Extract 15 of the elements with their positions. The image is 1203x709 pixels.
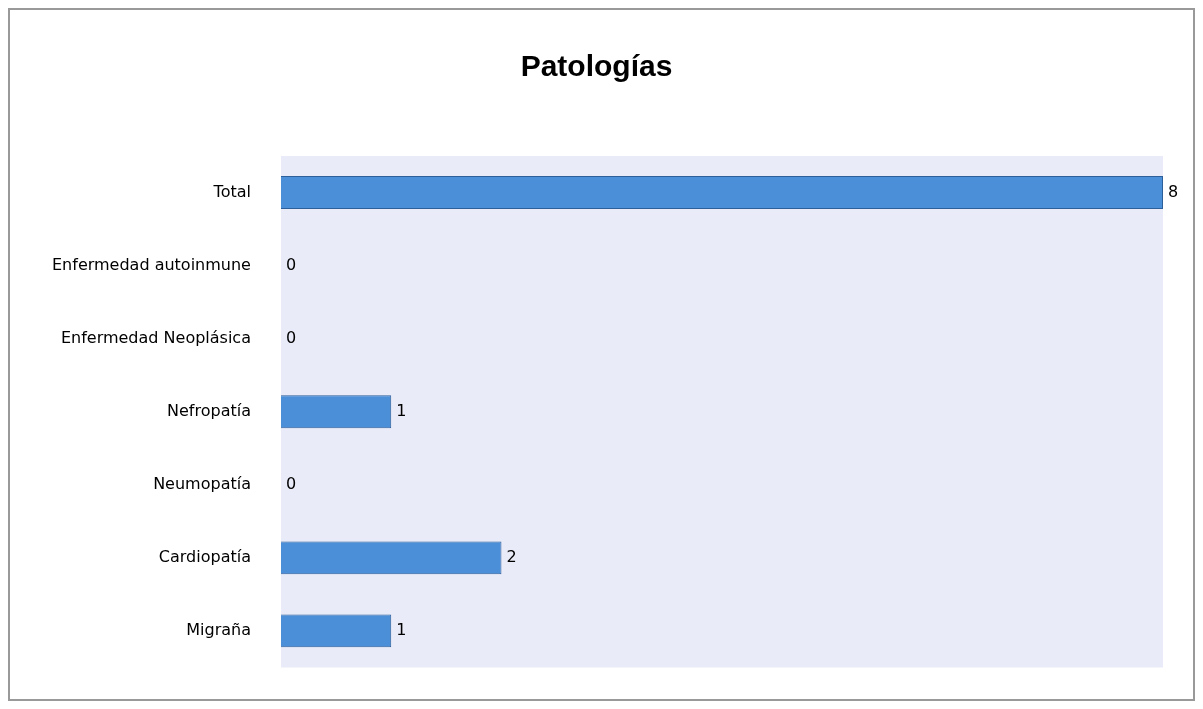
- y-tick-label: Enfermedad Neoplásica: [60, 327, 251, 347]
- y-tick-label: Cardiopatía: [158, 546, 251, 566]
- data-label: 0: [285, 327, 297, 347]
- y-tick-label: Neumopatía: [153, 473, 251, 493]
- data-label: 0: [285, 254, 297, 274]
- data-label: 2: [506, 546, 517, 566]
- data-label: 0: [285, 473, 297, 493]
- y-tick-label: Nefropatía: [167, 400, 251, 420]
- data-label: 1: [396, 400, 407, 420]
- y-tick-label: Total: [212, 181, 251, 201]
- data-label: 8: [1168, 181, 1179, 201]
- data-label: 1: [396, 620, 407, 640]
- y-tick-label: Migraña: [186, 620, 251, 640]
- y-tick-label: Enfermedad autoinmune: [51, 254, 251, 274]
- chart-title: Patologías: [520, 49, 673, 83]
